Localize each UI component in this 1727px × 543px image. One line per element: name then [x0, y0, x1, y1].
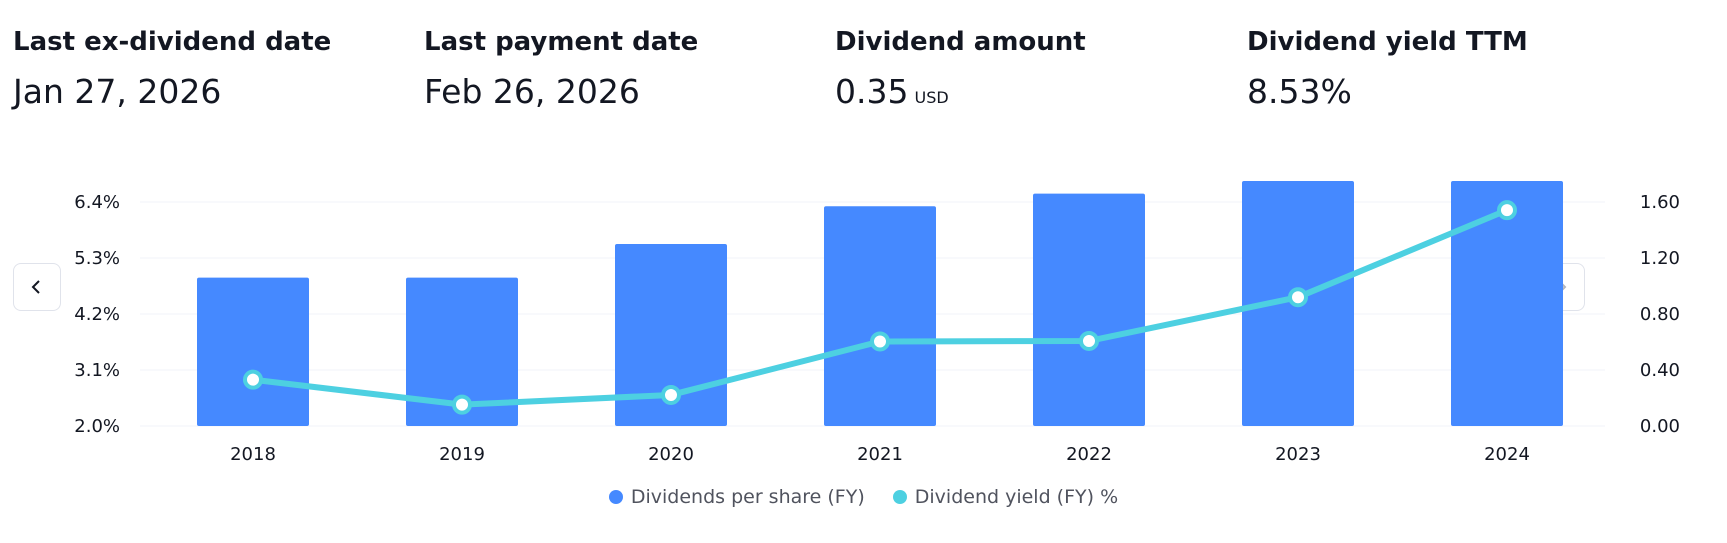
right-axis-tick: 0.40: [1640, 360, 1680, 381]
bar: [1451, 181, 1563, 426]
stat-ex-dividend-date: Last ex-dividend date Jan 27, 2026: [13, 24, 331, 114]
x-axis-tick: 2022: [1066, 444, 1112, 465]
bar: [1033, 193, 1145, 426]
bar: [406, 277, 518, 426]
line-point: [1079, 330, 1099, 351]
left-axis-tick: 4.2%: [74, 304, 120, 325]
x-axis-tick: 2019: [439, 444, 485, 465]
line-point: [1288, 287, 1308, 308]
line-point: [243, 369, 263, 390]
left-axis-tick: 5.3%: [74, 248, 120, 269]
legend-item-dividends[interactable]: Dividends per share (FY): [608, 486, 865, 508]
x-axis-tick: 2018: [230, 444, 276, 465]
stat-label: Dividend yield TTM: [1247, 27, 1528, 57]
bar: [197, 277, 309, 426]
legend-dot-bar: [608, 490, 623, 504]
right-axis-tick: 1.60: [1640, 192, 1680, 213]
stat-dividend-yield: Dividend yield TTM 8.53%: [1247, 24, 1528, 114]
legend-item-yield[interactable]: Dividend yield (FY) %: [892, 486, 1119, 508]
chart-legend: Dividends per share (FY) Dividend yield …: [0, 486, 1727, 508]
stat-value: 0.35 USD: [835, 72, 949, 111]
dividend-stats: Last ex-dividend date Jan 27, 2026 Last …: [0, 0, 1727, 130]
legend-label: Dividend yield (FY) %: [914, 486, 1119, 508]
x-axis-tick: 2021: [857, 444, 903, 465]
left-axis-tick: 3.1%: [74, 360, 120, 381]
stat-dividend-amount: Dividend amount 0.35 USD: [835, 24, 1086, 120]
chevron-left-icon: [31, 280, 40, 294]
right-axis-tick: 1.20: [1640, 248, 1680, 269]
bar: [615, 244, 727, 426]
line-point: [452, 394, 472, 415]
currency-unit: USD: [914, 88, 949, 107]
x-axis-tick: 2023: [1275, 444, 1321, 465]
legend-dot-line: [892, 490, 907, 504]
stat-value: 8.53%: [1247, 72, 1352, 111]
stat-value: Jan 27, 2026: [13, 72, 222, 111]
stat-label: Last payment date: [424, 27, 699, 57]
line-point: [661, 384, 681, 405]
stat-label: Last ex-dividend date: [13, 27, 332, 57]
x-axis-tick: 2024: [1484, 444, 1530, 465]
stat-value: Feb 26, 2026: [424, 72, 640, 111]
right-axis-tick: 0.00: [1640, 416, 1680, 437]
chart-prev-button[interactable]: [13, 263, 61, 311]
line-point: [1497, 200, 1517, 221]
stat-label: Dividend amount: [835, 27, 1086, 57]
line-point: [870, 331, 890, 352]
bar: [824, 206, 936, 426]
stat-payment-date: Last payment date Feb 26, 2026: [424, 24, 698, 114]
left-axis-tick: 2.0%: [74, 416, 120, 437]
x-axis-tick: 2020: [648, 444, 694, 465]
left-axis-tick: 6.4%: [74, 192, 120, 213]
right-axis-tick: 0.80: [1640, 304, 1680, 325]
legend-label: Dividends per share (FY): [630, 486, 865, 508]
dividend-chart: 6.4% 1.60 5.3% 1.20 4.2% 0.80 3.1% 0.40 2.0% 0.00…: [74, 181, 1680, 465]
